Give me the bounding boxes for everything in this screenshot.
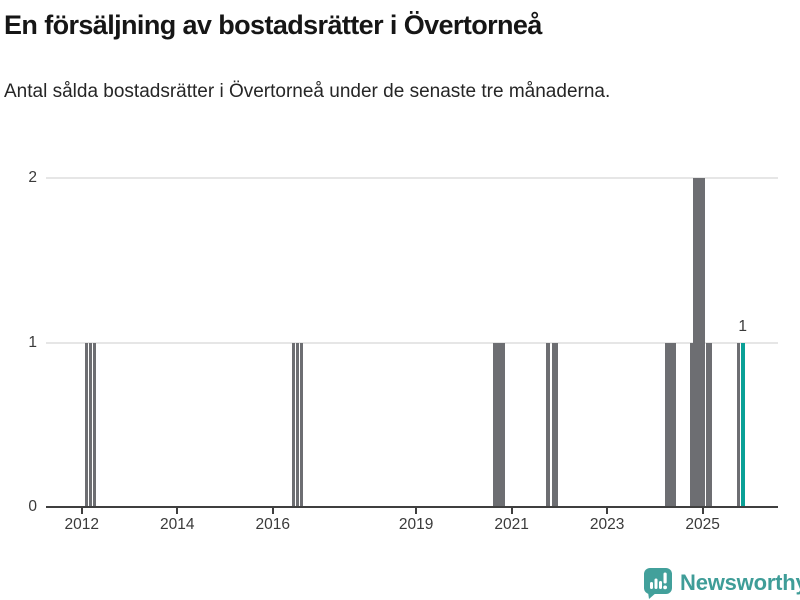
x-tick-label-2014: 2014 (160, 516, 195, 533)
newsworthy-logo-text: Newsworthy (680, 570, 800, 595)
x-tick-label-2021: 2021 (494, 516, 529, 533)
footer-brand: Newsworthy (643, 567, 800, 599)
y-tick-label-1: 1 (28, 333, 37, 351)
bar (689, 342, 693, 507)
bar-highlight (740, 342, 746, 507)
x-tick-2019 (415, 508, 418, 514)
x-tick-2023 (606, 508, 609, 514)
x-tick-2012 (80, 508, 83, 514)
bar (664, 342, 677, 507)
x-tick-2014 (176, 508, 179, 514)
bar (552, 342, 559, 507)
bar (546, 342, 551, 507)
bar (493, 342, 506, 507)
gridline-y-2 (46, 177, 778, 180)
bar (291, 342, 295, 507)
y-tick-label-0: 0 (28, 498, 37, 515)
bar (736, 342, 740, 507)
x-tick-label-2012: 2012 (64, 516, 100, 533)
chart-title: En försäljning av bostadsrätter i Överto… (4, 10, 542, 40)
y-tick-label-2: 2 (28, 169, 37, 187)
bar (299, 342, 303, 507)
bar (705, 342, 712, 507)
chart-subtitle: Antal sålda bostadsrätter i Övertorneå u… (4, 81, 611, 102)
x-tick-label-2023: 2023 (589, 516, 625, 533)
x-tick-label-2016: 2016 (255, 516, 291, 533)
bar (295, 342, 299, 507)
x-tick-label-2019: 2019 (398, 516, 434, 533)
x-tick-2025 (701, 508, 704, 514)
bar (88, 342, 92, 507)
plot-area: 0 1 2 2012 2014 2016 2019 2021 2023 2025 1 (28, 160, 778, 533)
newsworthy-logo-icon (644, 568, 672, 599)
bar (84, 342, 88, 507)
bar (92, 342, 96, 507)
bar-value-label: 1 (738, 317, 747, 335)
bar (692, 178, 706, 507)
x-tick-2016 (271, 508, 274, 514)
x-tick-label-2025: 2025 (685, 516, 720, 533)
x-tick-2021 (510, 508, 513, 514)
gridline-y-1 (46, 341, 778, 344)
x-axis-line (46, 506, 778, 508)
